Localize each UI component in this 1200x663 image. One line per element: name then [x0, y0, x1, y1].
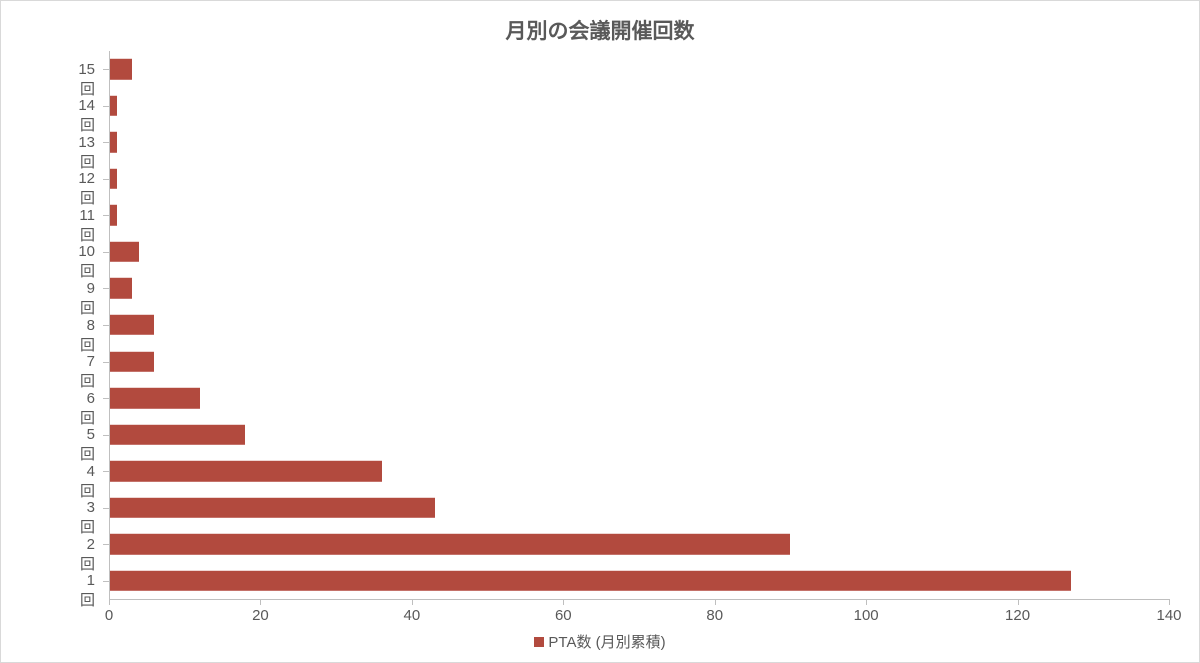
- x-tick-mark: [1018, 599, 1019, 605]
- y-axis-label: 1回: [80, 572, 95, 610]
- bar: [109, 59, 132, 79]
- bar: [109, 461, 382, 481]
- legend-swatch: [534, 637, 544, 647]
- bar: [109, 534, 790, 554]
- x-tick-label: 40: [404, 607, 421, 624]
- y-axis-label: 5回: [80, 426, 95, 464]
- chart-frame: 月別の会議開催回数 15回14回13回12回11回10回9回8回7回6回5回4回…: [0, 0, 1200, 663]
- bar: [109, 132, 117, 152]
- y-axis-label: 13回: [78, 134, 95, 172]
- chart-title: 月別の会議開催回数: [1, 15, 1199, 45]
- x-tick-label: 60: [555, 607, 572, 624]
- x-tick-label: 140: [1156, 607, 1181, 624]
- y-axis-label: 7回: [80, 353, 95, 391]
- y-axis-label: 6回: [80, 390, 95, 428]
- x-tick-label: 0: [105, 607, 113, 624]
- x-tick-mark: [866, 599, 867, 605]
- bar: [109, 315, 154, 335]
- y-axis-label: 10回: [78, 243, 95, 281]
- x-tick-label: 80: [706, 607, 723, 624]
- bar: [109, 96, 117, 116]
- y-axis-label: 11回: [79, 207, 95, 245]
- bar: [109, 497, 435, 517]
- bar: [109, 388, 200, 408]
- x-tick-mark: [715, 599, 716, 605]
- x-tick-mark: [412, 599, 413, 605]
- y-axis-label: 9回: [80, 280, 95, 318]
- y-axis-label: 2回: [80, 536, 95, 574]
- x-tick-label: 20: [252, 607, 269, 624]
- x-axis-line: [109, 599, 1169, 600]
- legend: PTA数 (月別累積): [1, 631, 1199, 652]
- bar: [109, 278, 132, 298]
- x-tick-mark: [109, 599, 110, 605]
- bar: [109, 205, 117, 225]
- y-axis-label: 12回: [78, 170, 95, 208]
- y-axis-label: 15回: [78, 61, 95, 99]
- plot-area: 15回14回13回12回11回10回9回8回7回6回5回4回3回2回1回0204…: [109, 51, 1169, 599]
- x-tick-label: 120: [1005, 607, 1030, 624]
- bar: [109, 242, 139, 262]
- y-axis-label: 3回: [80, 499, 95, 537]
- y-axis-label: 4回: [80, 463, 95, 501]
- x-tick-mark: [1169, 599, 1170, 605]
- bar: [109, 351, 154, 371]
- bar: [109, 570, 1071, 590]
- x-tick-mark: [260, 599, 261, 605]
- bar: [109, 424, 245, 444]
- x-tick-mark: [563, 599, 564, 605]
- y-axis-line: [109, 51, 110, 599]
- y-axis-label: 8回: [80, 317, 95, 355]
- y-axis-label: 14回: [78, 97, 95, 135]
- x-tick-label: 100: [854, 607, 879, 624]
- bar: [109, 169, 117, 189]
- legend-label: PTA数 (月別累積): [548, 634, 665, 651]
